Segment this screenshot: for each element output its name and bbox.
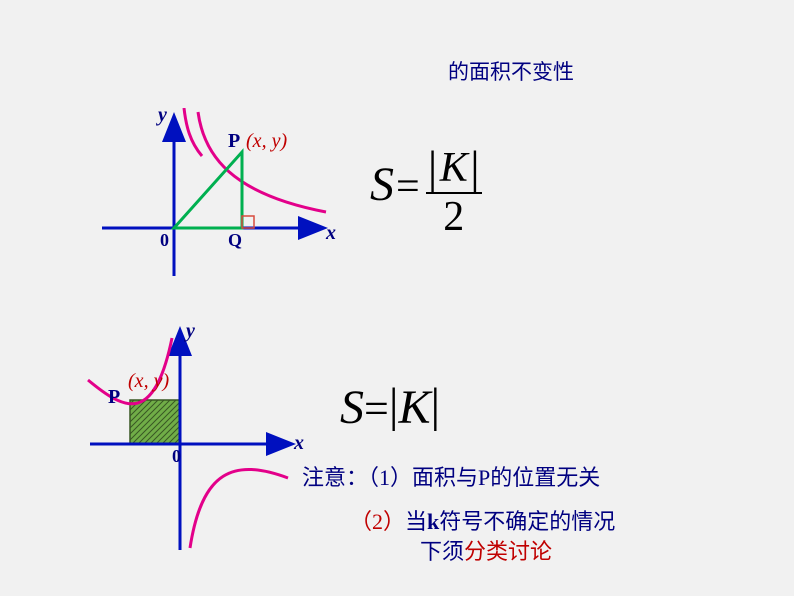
d2-coord-label: (x, y) — [128, 370, 169, 393]
note-line-1: 注意：（1）面积与P的位置无关 — [302, 460, 600, 492]
d2-y-label: y — [186, 320, 195, 343]
diagram-1 — [82, 108, 342, 286]
d2-origin-label: 0 — [172, 446, 181, 467]
hyperbola-branch-1 — [198, 112, 326, 212]
formula-1: S= |K| 2 — [370, 148, 482, 244]
triangle-opq — [174, 152, 242, 228]
d1-p-label: P — [228, 130, 240, 153]
d1-coord-label: (x, y) — [246, 130, 287, 153]
note-line-3: 下须分类讨论 — [420, 534, 552, 566]
formula-2: S=|K| — [340, 380, 440, 435]
d1-origin-label: 0 — [160, 230, 169, 251]
d2-x-label: x — [294, 432, 304, 455]
hyperbola-q4 — [190, 469, 288, 548]
diagram-2 — [70, 320, 310, 560]
right-angle-marker — [242, 216, 254, 228]
d1-y-label: y — [158, 104, 167, 127]
d1-x-label: x — [326, 222, 336, 245]
note-line-2: （2）当k符号不确定的情况 — [350, 504, 615, 536]
rectangle-area — [130, 400, 180, 444]
d2-p-label: P — [108, 386, 120, 409]
d1-q-label: Q — [228, 230, 242, 251]
page-title: 的面积不变性 — [448, 56, 574, 86]
